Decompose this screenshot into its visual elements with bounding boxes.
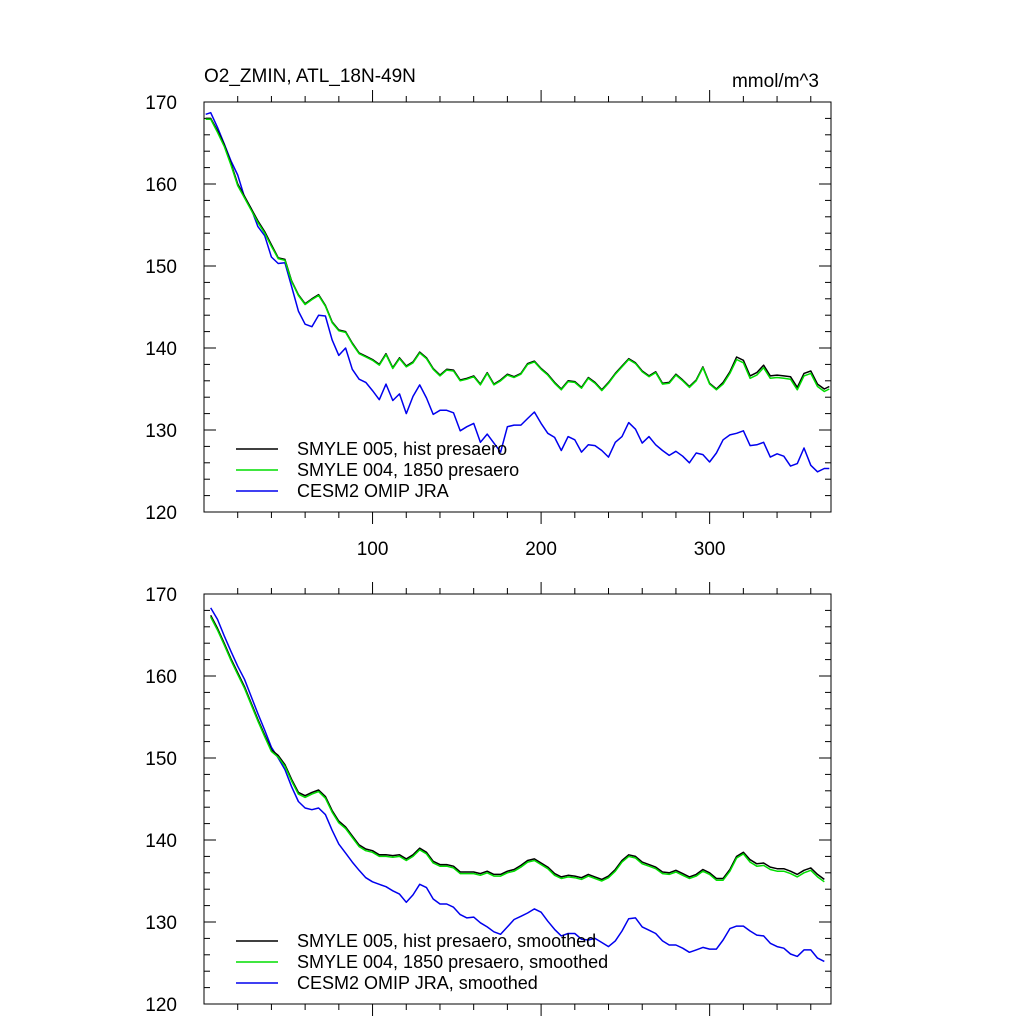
plot-frame <box>203 101 832 513</box>
y-tick-label: 140 <box>145 831 177 852</box>
series-line-1 <box>210 616 825 883</box>
legend-label: SMYLE 004, 1850 presaero, smoothed <box>297 952 608 972</box>
y-tick-label: 140 <box>145 339 177 360</box>
series-line-2 <box>210 607 825 963</box>
x-tick-label: 200 <box>525 539 557 560</box>
y-tick-label: 130 <box>145 913 177 934</box>
series-line-0 <box>210 614 825 881</box>
y-tick-label: 150 <box>145 749 177 770</box>
top-panel: 120 130 140 150 160 170 100 200 300 SMYLE 005, hi… <box>145 90 832 560</box>
y-tick-label: 160 <box>145 667 177 688</box>
legend-label: SMYLE 005, hist presaero <box>297 439 507 459</box>
figure-title: O2_ZMIN, ATL_18N-49N <box>204 66 416 87</box>
series-line-1 <box>205 118 830 393</box>
y-tick-label: 170 <box>145 585 177 606</box>
legend-label: SMYLE 004, 1850 presaero <box>297 460 519 480</box>
legend-label: SMYLE 005, hist presaero, smoothed <box>297 931 596 951</box>
legend-label: CESM2 OMIP JRA, smoothed <box>297 973 538 993</box>
legend-label: CESM2 OMIP JRA <box>297 481 449 501</box>
y-tick-label: 130 <box>145 421 177 442</box>
bottom-panel: 120 130 140 150 160 170 SMYLE 005, hist presae… <box>145 582 832 1016</box>
series-line-0 <box>205 117 830 391</box>
series-line-2 <box>205 111 830 473</box>
x-tick-label: 100 <box>357 539 389 560</box>
y-tick-label: 160 <box>145 175 177 196</box>
figure-units: mmol/m^3 <box>732 71 819 92</box>
y-tick-label: 150 <box>145 257 177 278</box>
x-tick-label: 300 <box>694 539 726 560</box>
y-tick-label: 170 <box>145 93 177 114</box>
y-tick-label: 120 <box>145 995 177 1016</box>
y-tick-label: 120 <box>145 503 177 524</box>
plot-frame <box>203 593 832 1005</box>
